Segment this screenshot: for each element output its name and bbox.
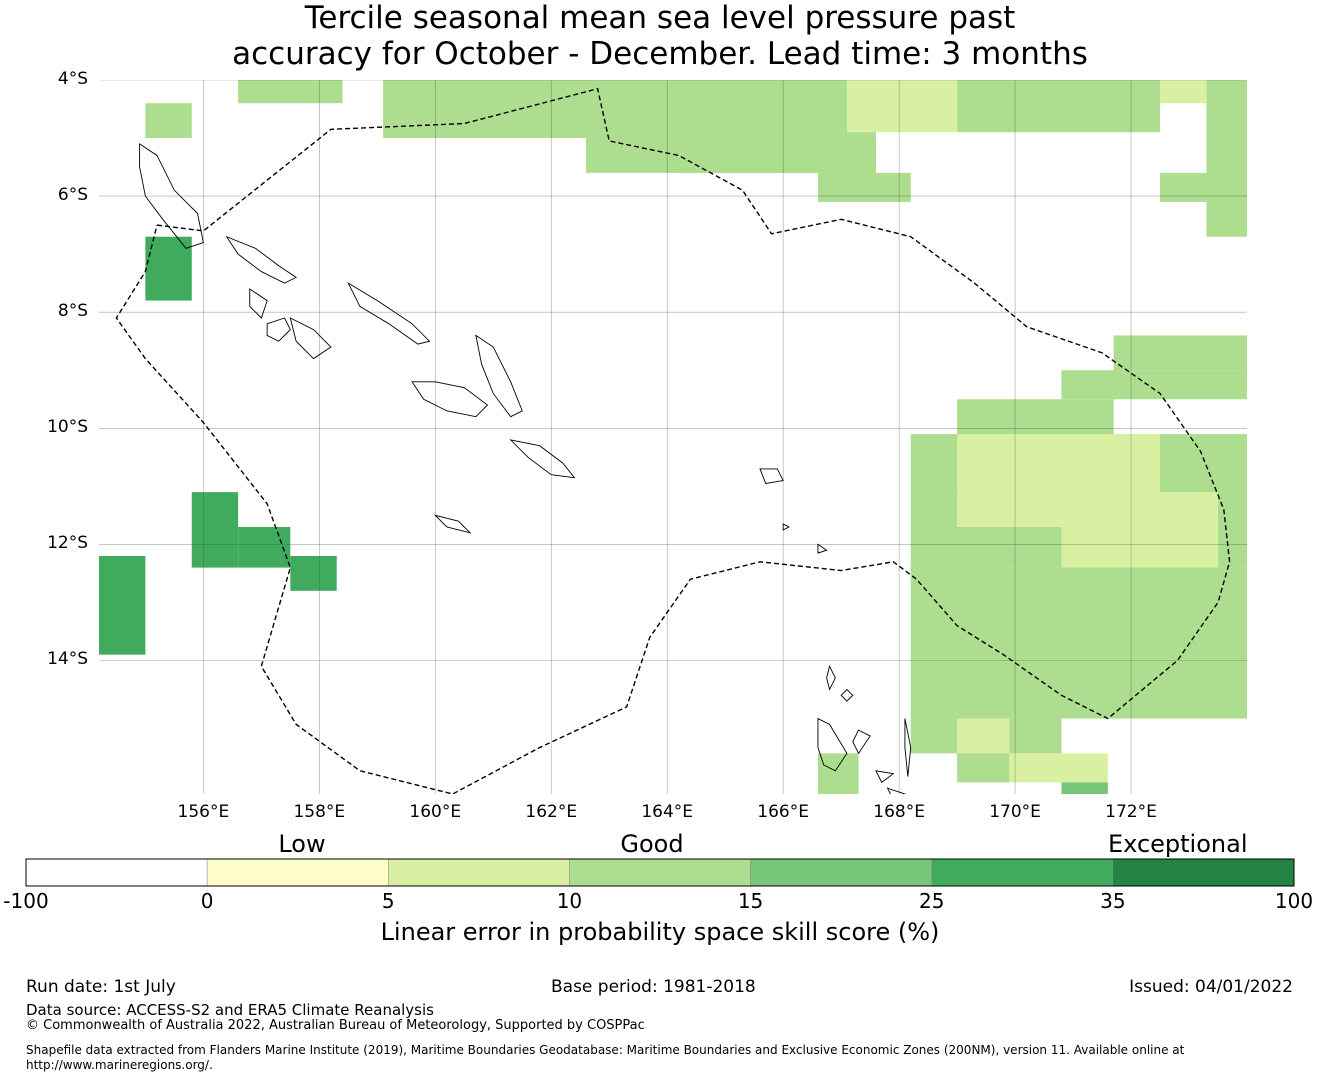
latitude-tick-label: 6°S (57, 185, 88, 206)
island-coastline (826, 665, 836, 691)
skill-cell (957, 463, 1062, 527)
colorbar-label: Linear error in probability space skill … (380, 918, 940, 946)
island-coastline (411, 381, 489, 418)
skill-cell (238, 80, 343, 104)
base-period: Base period: 1981-2018 (551, 977, 756, 997)
skill-cell (238, 526, 291, 568)
island-coastline (875, 770, 895, 784)
skill-cell (910, 567, 1247, 661)
island-coastline (347, 281, 431, 345)
skill-cell (957, 718, 1010, 754)
island-coastline (782, 523, 790, 531)
colorbar-bin (1112, 858, 1295, 887)
skill-cell (846, 80, 958, 133)
skill-score-map (99, 80, 1247, 794)
colorbar-category-low: Low (278, 830, 326, 858)
title-line-2: accuracy for October - December. Lead ti… (232, 36, 1088, 72)
colorbar-outline (25, 858, 1295, 887)
skill-cell (290, 556, 337, 591)
longitude-tick-label: 170°E (989, 802, 1041, 822)
colorbar-tick-label: -100 (3, 889, 49, 913)
shapefile-credit-line-2: http://www.marineregions.org/. (26, 1058, 213, 1072)
island-coastline (759, 468, 784, 484)
skill-cell (145, 103, 192, 139)
island-coastline (817, 717, 848, 772)
data-source: Data source: ACCESS-S2 and ERA5 Climate … (26, 1001, 434, 1019)
island-coastline (904, 718, 912, 777)
longitude-tick-label: 172°E (1105, 802, 1157, 822)
colorbar-bin (750, 858, 932, 887)
island-coastline (139, 143, 204, 249)
island-coastline (433, 514, 472, 534)
island-coastline (509, 439, 576, 479)
skill-cell (1113, 335, 1247, 371)
colorbar-tick-label: 5 (381, 889, 395, 913)
latitude-tick-label: 12°S (47, 533, 88, 554)
longitude-tick-label: 162°E (525, 802, 578, 822)
latitude-tick-label: 14°S (47, 649, 88, 670)
colorbar-category-exceptional: Exceptional (1108, 830, 1248, 858)
island-coastline (475, 334, 523, 418)
colorbar (0, 850, 1320, 910)
skill-cell (957, 399, 1114, 435)
island-coastline (886, 787, 907, 794)
colorbar-bin (25, 858, 208, 887)
issued-date: Issued: 04/01/2022 (1129, 977, 1293, 997)
island-coastline (289, 317, 332, 360)
colorbar-tick-label: 15 (737, 889, 764, 913)
skill-cell (678, 138, 876, 173)
latitude-tick-label: 10°S (47, 417, 88, 438)
colorbar-tick-label: 10 (556, 889, 583, 913)
longitude-tick-label: 168°E (873, 802, 925, 822)
skill-cell (957, 753, 1010, 783)
skill-cell (1061, 782, 1108, 794)
longitude-tick-label: 164°E (641, 802, 694, 822)
island-coastline (817, 543, 828, 554)
skill-cell (99, 556, 146, 655)
skill-cell (1160, 80, 1207, 104)
colorbar-bin (569, 858, 751, 887)
colorbar-tick-label: 25 (918, 889, 945, 913)
skill-cell (1061, 370, 1247, 400)
skill-cell (1160, 172, 1247, 202)
colorbar-tick-label: 35 (1100, 889, 1126, 913)
eez-boundary (115, 87, 1231, 794)
title-line-1: Tercile seasonal mean sea level pressure… (304, 0, 1016, 36)
island-coastline (852, 729, 871, 755)
skill-cell (817, 753, 859, 794)
colorbar-tick-label: 100 (1274, 889, 1314, 913)
colorbar-svg (25, 858, 1295, 887)
shapefile-credit-line-1: Shapefile data extracted from Flanders M… (26, 1043, 1185, 1057)
longitude-tick-label: 160°E (409, 802, 462, 822)
island-coastline (840, 688, 854, 702)
skill-cell (145, 236, 192, 301)
island-coastline (225, 235, 298, 284)
skill-cell (817, 172, 911, 202)
island-coastline (249, 288, 268, 319)
island-coastline (266, 317, 291, 342)
skill-cell (1009, 753, 1108, 783)
skill-cell (957, 80, 1161, 133)
copyright: © Commonwealth of Australia 2022, Austra… (26, 1018, 645, 1033)
colorbar-bin (931, 858, 1114, 887)
longitude-tick-label: 156°E (177, 802, 230, 822)
longitude-tick-label: 166°E (757, 802, 809, 822)
latitude-tick-label: 8°S (57, 301, 88, 322)
skill-cell (191, 492, 239, 568)
colorbar-tick-label: 0 (200, 889, 214, 913)
colorbar-bin (206, 858, 389, 887)
longitude-tick-label: 158°E (293, 802, 346, 822)
colorbar-bin (388, 858, 570, 887)
latitude-tick-label: 4°S (57, 69, 88, 89)
run-date: Run date: 1st July (26, 977, 176, 997)
colorbar-category-good: Good (620, 830, 684, 858)
map-area: 4°S 6°S 8°S 10°S 12°S 14°S 156°E 158°E 160°E 162… (47, 69, 1247, 822)
shapefile-credit: Shapefile data extracted from Flanders M… (26, 1043, 1226, 1073)
map-title: Tercile seasonal mean sea level pressure… (0, 0, 1320, 72)
skill-cell (1206, 80, 1247, 237)
